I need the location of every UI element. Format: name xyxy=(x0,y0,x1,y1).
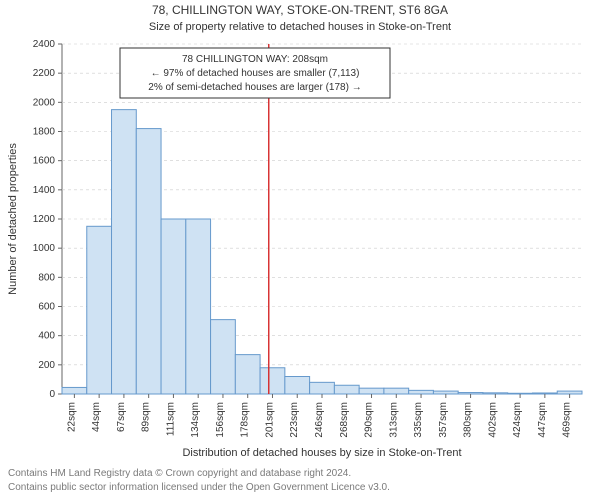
xtick-label: 357sqm xyxy=(438,402,449,438)
xtick-label: 111sqm xyxy=(165,402,176,436)
xtick-label: 469sqm xyxy=(562,402,573,438)
ytick-label: 200 xyxy=(38,360,55,371)
ytick-label: 600 xyxy=(38,302,55,313)
xtick-label: 223sqm xyxy=(289,402,300,438)
xtick-label: 156sqm xyxy=(215,402,226,438)
ytick-label: 2200 xyxy=(33,68,56,79)
footer: Contains HM Land Registry data © Crown c… xyxy=(8,467,390,494)
y-axis-label: Number of detached properties xyxy=(7,143,19,295)
xtick-label: 67sqm xyxy=(116,402,127,432)
xtick-label: 380sqm xyxy=(463,402,474,438)
annotation-line: ← 97% of detached houses are smaller (7,… xyxy=(151,68,360,79)
bar xyxy=(384,388,409,394)
bar xyxy=(433,391,458,394)
xtick-label: 89sqm xyxy=(141,402,152,432)
ytick-label: 2400 xyxy=(33,39,56,50)
bar xyxy=(532,393,557,394)
bar xyxy=(508,393,533,394)
ytick-label: 1200 xyxy=(33,214,56,225)
bar xyxy=(112,110,137,394)
chart-title-sub: Size of property relative to detached ho… xyxy=(149,21,451,33)
xtick-label: 313sqm xyxy=(388,402,399,438)
xtick-label: 424sqm xyxy=(512,402,523,438)
chart-svg: 78, CHILLINGTON WAY, STOKE-ON-TRENT, ST6… xyxy=(0,0,600,468)
ytick-label: 1800 xyxy=(33,127,56,138)
bar xyxy=(557,391,582,394)
ytick-label: 400 xyxy=(38,331,55,342)
bar xyxy=(409,390,434,394)
footer-line-2: Contains public sector information licen… xyxy=(8,481,390,495)
xtick-label: 22sqm xyxy=(66,402,77,432)
bar xyxy=(136,129,161,394)
xtick-label: 447sqm xyxy=(537,402,548,438)
xtick-label: 134sqm xyxy=(190,402,201,438)
bar xyxy=(186,219,211,394)
xtick-label: 178sqm xyxy=(240,402,251,438)
annotation-line: 78 CHILLINGTON WAY: 208sqm xyxy=(182,54,328,65)
xtick-label: 335sqm xyxy=(413,402,424,438)
bar xyxy=(483,393,508,394)
bar xyxy=(211,320,236,394)
bar xyxy=(359,388,384,394)
ytick-label: 2000 xyxy=(33,97,56,108)
xtick-label: 290sqm xyxy=(364,402,375,438)
bar xyxy=(235,355,260,394)
ytick-label: 1400 xyxy=(33,185,56,196)
ytick-label: 1000 xyxy=(33,243,56,254)
ytick-label: 800 xyxy=(38,272,55,283)
chart-container: 78, CHILLINGTON WAY, STOKE-ON-TRENT, ST6… xyxy=(0,0,600,500)
bar xyxy=(458,393,483,394)
ytick-label: 0 xyxy=(49,389,55,400)
xtick-label: 268sqm xyxy=(339,402,350,438)
bar xyxy=(87,226,112,394)
bar xyxy=(260,368,285,394)
bar xyxy=(285,377,310,395)
bar xyxy=(310,382,335,394)
bar xyxy=(62,387,87,394)
xtick-label: 246sqm xyxy=(314,402,325,438)
ytick-label: 1600 xyxy=(33,156,56,167)
xtick-label: 402sqm xyxy=(487,402,498,438)
chart-title-main: 78, CHILLINGTON WAY, STOKE-ON-TRENT, ST6… xyxy=(152,3,448,17)
footer-line-1: Contains HM Land Registry data © Crown c… xyxy=(8,467,390,481)
annotation-line: 2% of semi-detached houses are larger (1… xyxy=(148,82,361,93)
bar xyxy=(161,219,186,394)
xtick-label: 44sqm xyxy=(91,402,102,432)
x-axis-label: Distribution of detached houses by size … xyxy=(182,447,461,459)
xtick-label: 201sqm xyxy=(264,402,275,438)
bar xyxy=(334,385,359,394)
